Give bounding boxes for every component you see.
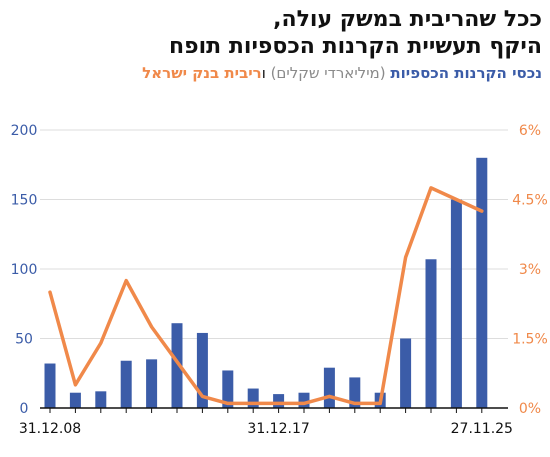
y-left-tick-label: 0 [20,401,29,417]
bar-16 [450,199,462,408]
legend-bars-unit: (מיליארדי שקלים) [270,64,386,82]
bar-7 [222,370,234,408]
y-right-tick-label: 4.5% [512,193,548,209]
bar-12 [349,377,361,408]
y-left-tick-label: 200 [11,123,38,139]
axes [40,407,508,413]
interest-rate-line [48,186,484,406]
x-tick-label: 31.12.08 [19,421,81,437]
y-right-tick-label: 1.5% [512,332,548,348]
bar-15 [425,259,437,408]
bar-11 [323,367,335,408]
y-left-tick-label: 100 [11,262,38,278]
x-tick-label: 27.11.25 [451,421,513,437]
bar-10 [298,392,310,408]
legend-conjunction: ו [261,64,266,82]
bar-0 [44,363,56,408]
bar-6 [196,332,208,408]
chart-legend: נכסי הקרנות הכספיות (מיליארדי שקלים) ורי… [8,63,542,83]
grid-lines [40,129,508,339]
bar-4 [146,359,158,408]
line-series [48,186,484,406]
y-right-tick-label: 6% [519,123,541,139]
y-right-tick-label: 0% [519,401,541,417]
bar-5 [171,323,183,408]
x-tick-label: 31.12.17 [247,421,309,437]
chart-title-line-2: היקף תעשיית הקרנות הכספיות תופח [169,34,542,59]
y-left-tick-label: 150 [11,193,38,209]
legend-line-label: ריבית בנק ישראל [142,64,262,82]
bar-14 [400,338,412,408]
bar-8 [247,388,259,408]
legend-bars-label: נכסי הקרנות הכספיות [390,64,542,82]
y-left-tick-label: 50 [15,332,33,348]
bars-series [44,157,488,408]
y-right-tick-label: 3% [519,262,541,278]
chart-title-line-1: ככל שהריבית במשק עולה, [273,7,542,32]
bar-3 [120,360,132,408]
bar-9 [273,394,285,408]
tick-labels: 0 50 100 150 200 0% 1.5% 3% 4.5% 6% 31.12.08 31.12.… [11,123,548,437]
bar-17 [476,157,488,408]
bar-1 [69,392,81,408]
chart-header: ככל שהריבית במשק עולה, היקף תעשיית הקרנו… [8,6,542,83]
bar-2 [95,391,107,408]
